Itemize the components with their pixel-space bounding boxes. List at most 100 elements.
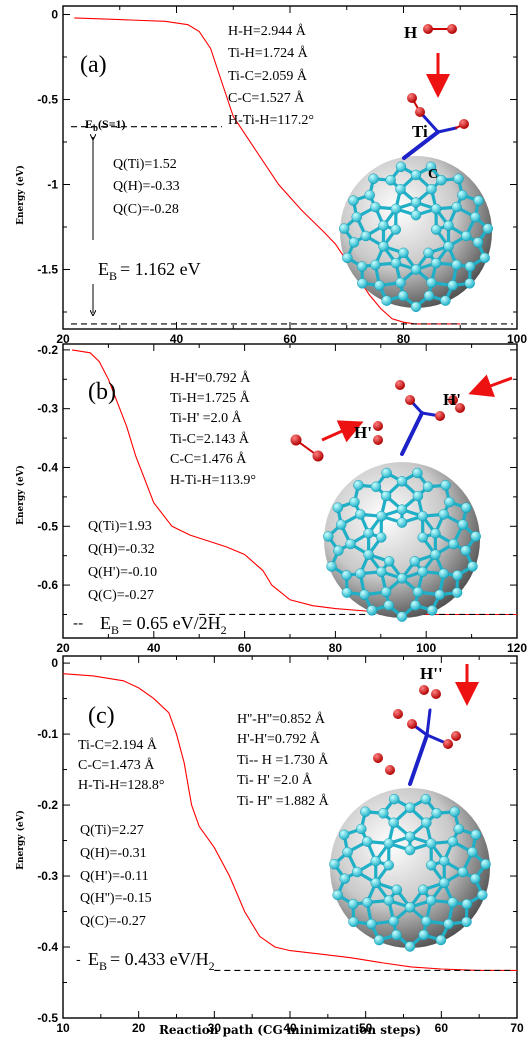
carbon-atom	[430, 528, 441, 539]
x-tick-label: 50	[359, 1021, 373, 1035]
x-tick-label: 60	[283, 332, 297, 346]
param-text: H-Ti-H=128.8°	[78, 778, 165, 793]
carbon-atom	[326, 561, 337, 572]
carbon-atom	[370, 877, 382, 889]
carbon-atom	[467, 846, 478, 858]
fullerene-atoms	[329, 793, 491, 952]
carbon-atom	[425, 161, 437, 173]
panel-b-tag: (b)	[88, 379, 116, 405]
carbon-atom	[412, 586, 424, 598]
carbon-atom	[395, 161, 407, 173]
carbon-atom	[404, 902, 416, 913]
carbon-atom	[426, 605, 438, 616]
carbon-atom	[353, 480, 364, 491]
param-text: Ti-C=2.059 Å	[228, 68, 308, 84]
bond	[408, 733, 429, 786]
panel-b: 20 40 60 80 100 120 -0.2 -0.3 -0.4 -0.5 -0.6 (b) H…	[37, 343, 527, 655]
carbon-atom	[447, 836, 458, 847]
carbon-atom	[426, 859, 437, 871]
charge-text: Q(Ti)=1.52	[113, 157, 177, 172]
atom-label-h: H	[404, 23, 417, 42]
carbon-atom	[470, 829, 482, 841]
hydrogen-atom	[448, 395, 458, 405]
carbon-atom	[467, 561, 478, 572]
carbon-atom	[412, 490, 424, 502]
carbon-atom	[421, 915, 432, 927]
bond	[402, 130, 440, 160]
panel-a-tag: (a)	[80, 52, 107, 78]
carbon-atom	[421, 817, 432, 829]
carbon-atom	[342, 846, 353, 858]
panel-c: 10 20 30 40 50 60 700-0.1-0.2-0.3-0.4-0.5 (c) …	[37, 655, 524, 1035]
x-tick-label: 100	[416, 641, 436, 655]
carbon-atom	[404, 831, 416, 842]
y-tick-label: -0.4	[37, 940, 58, 954]
carbon-atom	[396, 517, 408, 528]
panel-b-molecule	[290, 374, 513, 622]
carbon-atom	[430, 224, 442, 235]
carbon-atom	[461, 898, 473, 910]
bond	[400, 411, 424, 456]
charge-text: Q(C)=-0.27	[88, 588, 154, 603]
carbon-atom	[410, 197, 422, 208]
param-text: Ti- H'' =1.882 Å	[237, 793, 330, 809]
carbon-atom	[383, 859, 394, 871]
carbon-atom	[423, 247, 434, 259]
carbon-atom	[451, 259, 462, 271]
carbon-atom	[404, 941, 416, 952]
carbon-atom	[464, 261, 476, 272]
carbon-atom	[335, 519, 347, 530]
hydrogen-atom	[312, 450, 324, 462]
carbon-atom	[341, 570, 352, 581]
carbon-atom	[482, 223, 494, 234]
carbon-atom	[440, 480, 451, 491]
x-tick-label: 70	[510, 1021, 524, 1035]
param-text: H''-H''=0.852 Å	[237, 711, 326, 727]
carbon-atom	[390, 224, 402, 235]
x-axis-label: Reaction path (CG minimization steps)	[159, 1023, 421, 1037]
carbon-atom	[390, 203, 402, 215]
carbon-atom	[438, 568, 449, 579]
hydrogen-atom	[415, 107, 425, 117]
panel-c-molecule	[329, 664, 491, 952]
carbon-atom	[370, 259, 381, 271]
hydrogen-atom	[393, 709, 403, 719]
panel-c-params-left: Ti-C=2.194 Å C-C=1.473 Å H-Ti-H=128.8°	[78, 737, 165, 793]
carbon-atom	[362, 836, 373, 847]
charge-text: Q(H)=-0.32	[88, 542, 155, 557]
x-tick-label: 120	[507, 641, 527, 655]
carbon-atom	[360, 806, 371, 817]
carbon-atom	[370, 481, 382, 492]
carbon-atom	[383, 895, 395, 906]
red-arrow	[321, 420, 364, 443]
carbon-atom	[355, 823, 367, 835]
panel-a-eb-s1-label: Eb(S=1)	[85, 117, 126, 133]
carbon-atom	[420, 793, 432, 805]
carbon-atom	[380, 586, 392, 598]
carbon-atom	[341, 587, 353, 598]
carbon-atom	[323, 531, 334, 542]
carbon-atom	[470, 531, 481, 542]
hydrogen-atom	[447, 24, 457, 34]
fullerene-atoms	[323, 467, 481, 622]
atom-label-h-prime: H'	[443, 390, 461, 409]
param-text: H'-H'=0.792 Å	[237, 731, 321, 747]
carbon-atom	[447, 280, 458, 291]
carbon-atom	[444, 496, 455, 508]
carbon-atom	[451, 201, 462, 213]
hydrogen-atom	[290, 434, 302, 446]
carbon-atom	[417, 566, 428, 578]
x-tick-label: 80	[329, 641, 343, 655]
carbon-atom	[457, 519, 469, 530]
panel-a-params: H-H=2.944 Å Ti-H=1.724 Å Ti-C=2.059 Å C-…	[228, 23, 314, 128]
carbon-atom	[410, 264, 422, 275]
panel-a-molecule	[338, 24, 494, 313]
y-tick-label: -0.1	[37, 727, 58, 741]
carbon-atom	[381, 467, 392, 479]
carbon-atom	[383, 600, 394, 611]
carbon-atom	[366, 605, 378, 616]
carbon-atom	[397, 290, 409, 301]
y-tick-label: -0.5	[37, 519, 58, 533]
charge-text: Q(C)=-0.28	[113, 202, 179, 217]
